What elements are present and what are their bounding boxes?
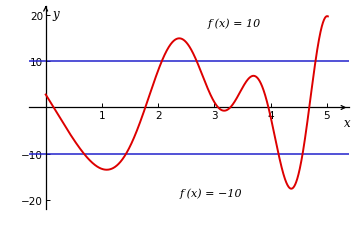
Text: f (x) = 10: f (x) = 10 <box>207 18 261 29</box>
Text: y: y <box>53 8 59 21</box>
Text: f (x) = −10: f (x) = −10 <box>180 187 243 198</box>
Text: x: x <box>343 116 350 129</box>
